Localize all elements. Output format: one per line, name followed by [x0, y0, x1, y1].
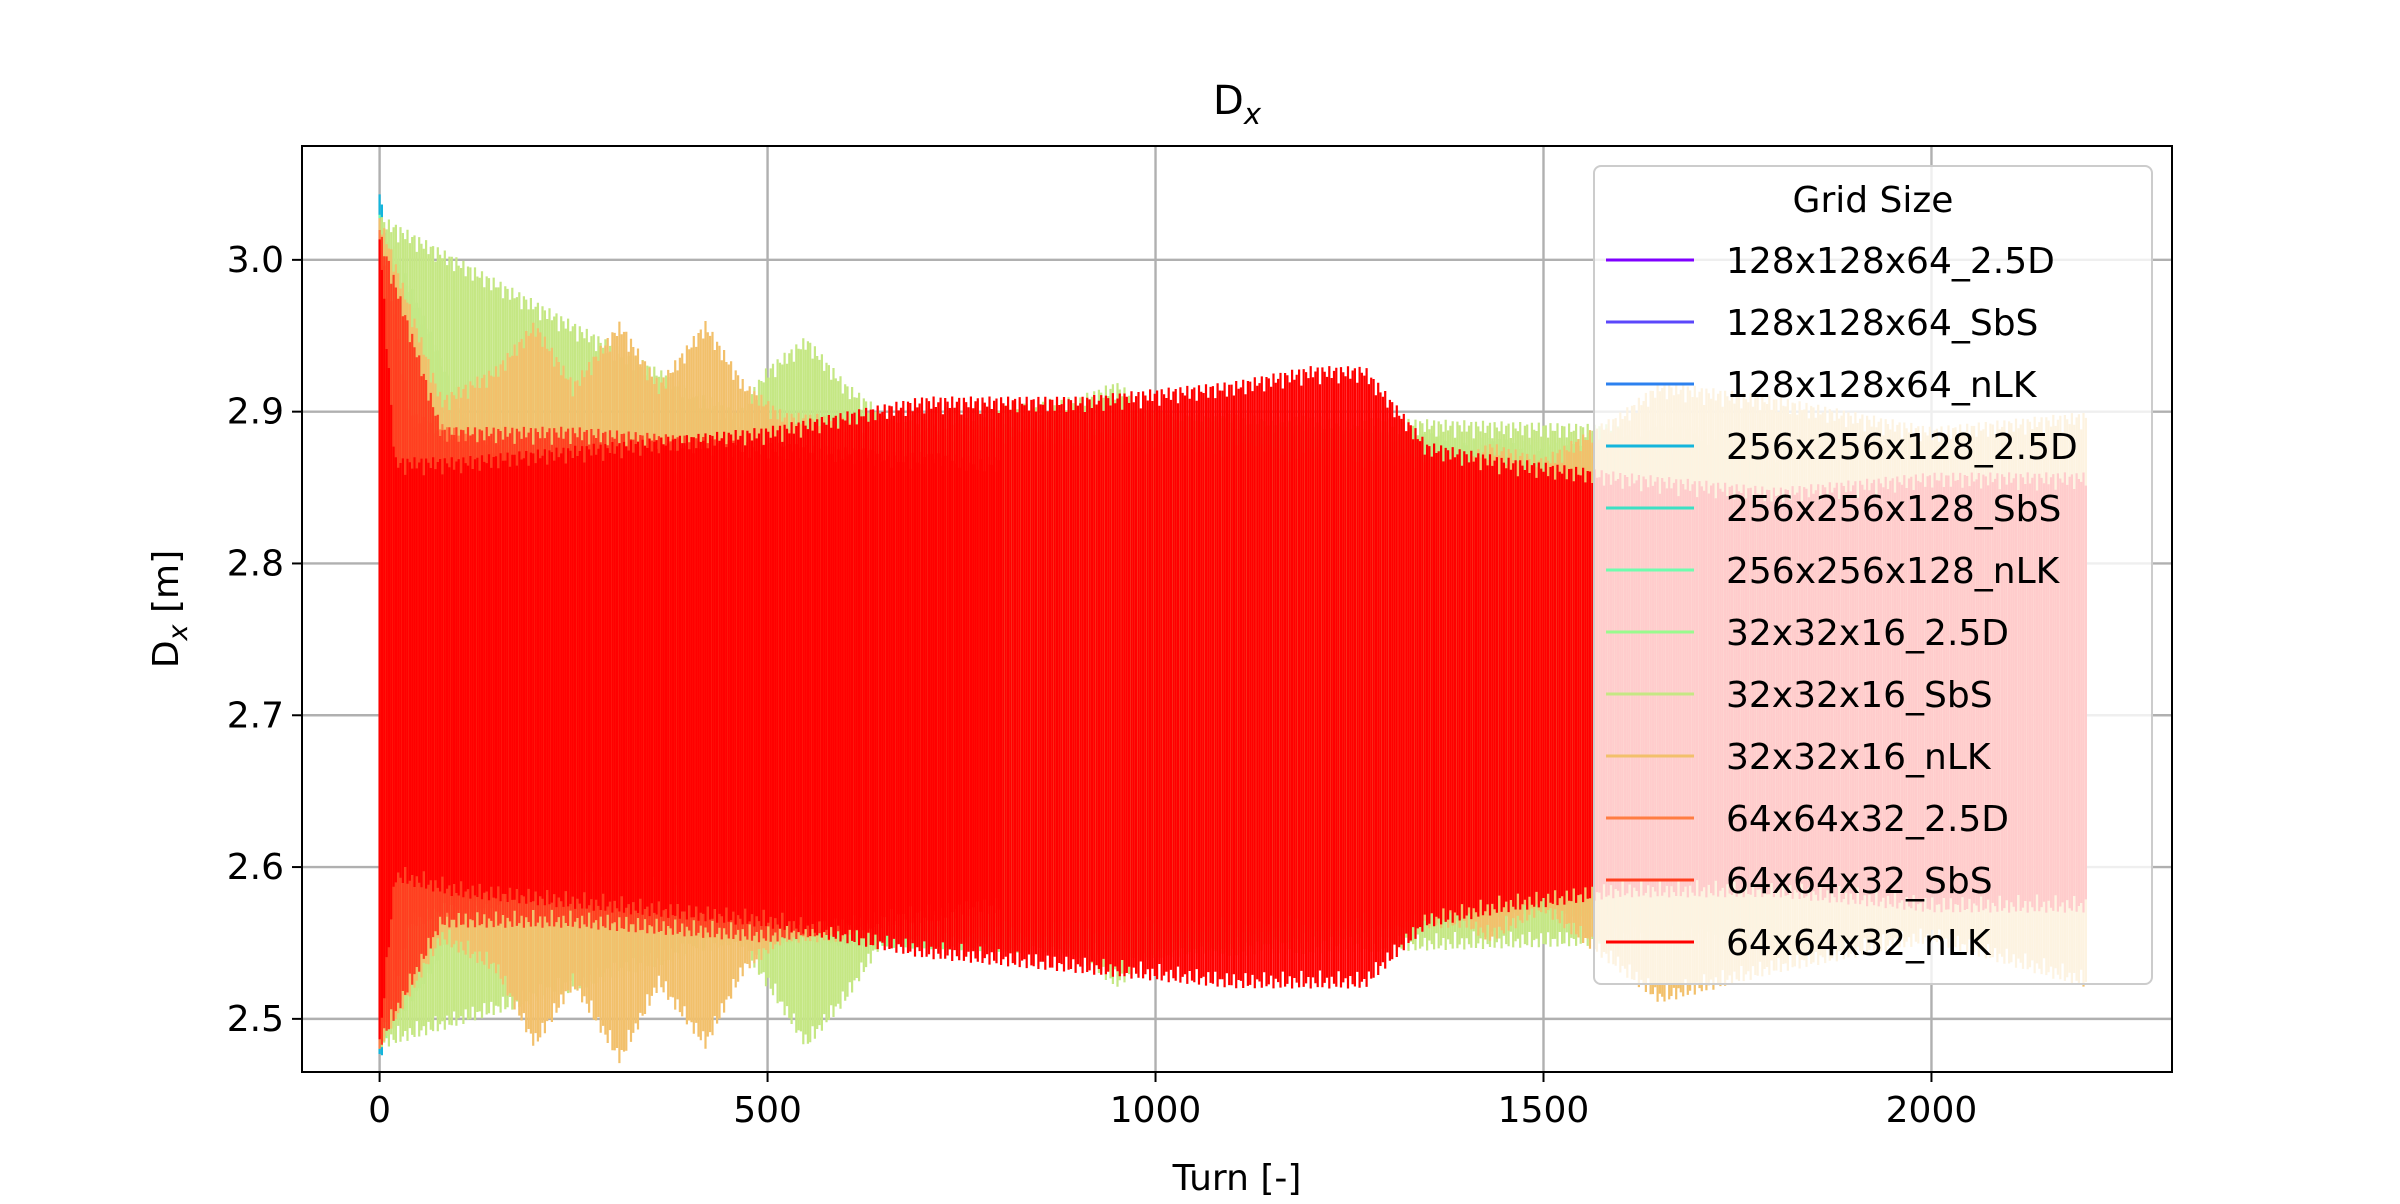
legend-label-32x32x16_nLK: 32x32x16_nLK	[1726, 737, 1992, 778]
legend-label-128x128x64_SbS: 128x128x64_SbS	[1726, 303, 2038, 344]
chart-title: Dx	[1213, 78, 1262, 131]
legend: Grid Size 128x128x64_2.5D128x128x64_SbS1…	[1593, 165, 2153, 985]
legend-label-32x32x16_2.5D: 32x32x16_2.5D	[1726, 613, 2009, 654]
y-tick-label: 2.6	[227, 847, 284, 888]
chart-title-main: D	[1213, 78, 1244, 124]
legend-items: 128x128x64_2.5D 128x128x64_SbS 128x128x64_…	[1606, 241, 2078, 964]
legend-label-128x128x64_2.5D: 128x128x64_2.5D	[1726, 241, 2055, 282]
legend-label-256x256x128_nLK: 256x256x128_nLK	[1726, 551, 2061, 592]
chart-title-subscript: x	[1243, 97, 1262, 131]
y-axis-label-unit: [m]	[146, 550, 187, 625]
y-tick-label: 2.8	[227, 543, 284, 584]
y-axis-label-main: D	[146, 640, 187, 668]
legend-label-64x64x32_nLK: 64x64x32_nLK	[1726, 923, 1992, 964]
y-axis-label-subscript: x	[163, 623, 194, 641]
legend-label-32x32x16_SbS: 32x32x16_SbS	[1726, 675, 1993, 716]
x-tick-label: 1000	[1110, 1090, 1202, 1131]
legend-title: Grid Size	[1793, 180, 1954, 221]
y-tick-label: 2.5	[227, 999, 284, 1040]
legend-label-256x256x128_SbS: 256x256x128_SbS	[1726, 489, 2061, 530]
plot-frame	[301, 145, 2173, 1073]
legend-label-64x64x32_2.5D: 64x64x32_2.5D	[1726, 799, 2009, 840]
x-tick-label: 1500	[1498, 1090, 1590, 1131]
y-tick-label: 2.7	[227, 695, 284, 736]
y-axis-label: Dx [m]	[146, 550, 194, 668]
legend-label-64x64x32_SbS: 64x64x32_SbS	[1726, 861, 1993, 902]
legend-label-256x256x128_2.5D: 256x256x128_2.5D	[1726, 427, 2078, 468]
axis-ticks: 0 500 1000 1500 2000 2.5 2.6 2.7 2.8 2.9 3.0	[227, 240, 1978, 1131]
x-axis-label: Turn [-]	[1172, 1158, 1302, 1199]
y-tick-label: 2.9	[227, 392, 284, 433]
x-tick-label: 2000	[1886, 1090, 1978, 1131]
x-tick-label: 500	[733, 1090, 802, 1131]
x-tick-label: 0	[368, 1090, 391, 1131]
legend-box	[1593, 165, 2153, 985]
legend-label-128x128x64_nLK: 128x128x64_nLK	[1726, 365, 2038, 406]
y-tick-label: 3.0	[227, 240, 284, 281]
